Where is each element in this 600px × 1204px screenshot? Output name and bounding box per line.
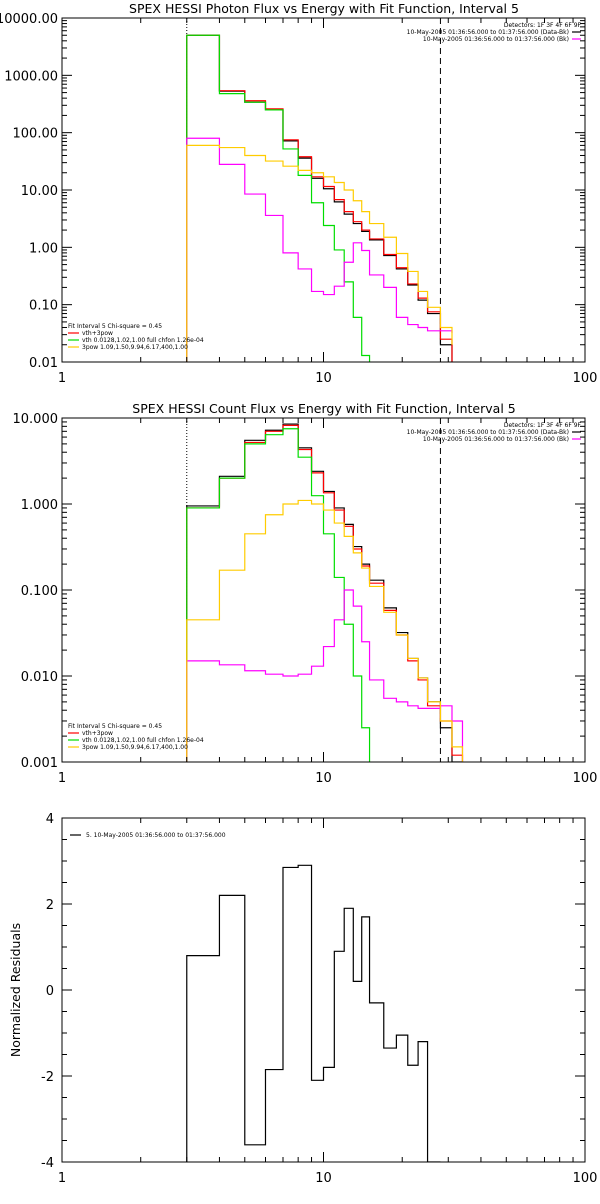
legend-text: Fit Interval 5 Chi-square = 0.45 bbox=[68, 323, 162, 330]
photon-flux-panel: SPEX HESSI Photon Flux vs Energy with Fi… bbox=[0, 1, 597, 386]
y-tick-label: 0 bbox=[46, 984, 54, 999]
y-tick-label: 10.00 bbox=[21, 184, 58, 199]
plot-frame bbox=[61, 817, 586, 1163]
legend-text: 3pow 1.09,1.50,9.94,6.17,400,1.00 bbox=[82, 344, 188, 351]
y-tick-label: 0.10 bbox=[29, 299, 58, 314]
legend-text: Detectors: 1F 3F 4F 6F 9F bbox=[504, 22, 582, 29]
series-line bbox=[186, 424, 464, 762]
series-line bbox=[186, 137, 453, 362]
legend-text: vth+3pow bbox=[82, 730, 113, 737]
x-tick-label: 10 bbox=[315, 371, 332, 386]
plot-frame bbox=[61, 417, 586, 763]
x-tick-label: 100 bbox=[573, 1171, 598, 1186]
series-line bbox=[186, 589, 464, 762]
legend-text: 10-May-2005 01:36:56.000 to 01:37:56.000… bbox=[407, 29, 569, 36]
x-tick-label: 1 bbox=[58, 771, 66, 786]
x-tick-label: 10 bbox=[315, 771, 332, 786]
x-tick-label: 100 bbox=[573, 771, 598, 786]
y-axis-label: Normalized Residuals bbox=[8, 923, 23, 1057]
y-tick-label: 2 bbox=[46, 898, 54, 913]
residuals-panel: Normalized Residuals 1 10 100 -4 -2 0 2 4 5. 10-… bbox=[8, 812, 597, 1186]
panel-title: SPEX HESSI Photon Flux vs Energy with Fi… bbox=[129, 1, 519, 16]
y-tick-label: -4 bbox=[41, 1156, 54, 1171]
series-line bbox=[186, 864, 441, 1162]
legend-text: Fit Interval 5 Chi-square = 0.45 bbox=[68, 723, 162, 730]
count-flux-panel: SPEX HESSI Count Flux vs Energy with Fit… bbox=[13, 401, 598, 786]
y-tick-label: 1.000 bbox=[21, 498, 58, 513]
legend-text: vth 0.0128,1.02,1.00 full chfon 1.26e-04 bbox=[82, 337, 204, 344]
series-line bbox=[186, 34, 453, 362]
y-tick-label: 0.01 bbox=[29, 356, 58, 371]
y-tick-label: 10.000 bbox=[13, 412, 59, 427]
legend-text: 5. 10-May-2005 01:36:56.000 to 01:37:56.… bbox=[86, 832, 226, 839]
x-tick-label: 100 bbox=[573, 371, 598, 386]
x-tick-label: 10 bbox=[315, 1171, 332, 1186]
legend-text: 3pow 1.09,1.50,9.94,6.17,400,1.00 bbox=[82, 744, 188, 751]
panel-title: SPEX HESSI Count Flux vs Energy with Fit… bbox=[132, 401, 515, 416]
legend-text: Detectors: 1F 3F 4F 6F 9F bbox=[504, 422, 582, 429]
series-line bbox=[186, 34, 371, 362]
legend-text: vth 0.0128,1.02,1.00 full chfon 1.26e-04 bbox=[82, 737, 204, 744]
y-tick-label: -2 bbox=[41, 1070, 54, 1085]
x-tick-label: 1 bbox=[58, 371, 66, 386]
y-tick-label: 0.100 bbox=[21, 584, 58, 599]
series-line bbox=[186, 428, 371, 762]
y-tick-label: 0.001 bbox=[21, 756, 58, 771]
plot-frame bbox=[61, 17, 586, 363]
legend-text: 10-May-2005 01:36:56.000 to 01:37:56.000… bbox=[407, 429, 569, 436]
y-tick-label: 1.00 bbox=[29, 241, 58, 256]
series-line bbox=[186, 144, 453, 362]
series-line bbox=[186, 34, 453, 362]
y-tick-label: 0.010 bbox=[21, 670, 58, 685]
y-tick-label: 10000.00 bbox=[0, 12, 58, 27]
series-line bbox=[186, 499, 464, 762]
legend-text: vth+3pow bbox=[82, 330, 113, 337]
x-tick-label: 1 bbox=[58, 1171, 66, 1186]
y-tick-label: 4 bbox=[46, 812, 54, 827]
legend-text: 10-May-2005 01:36:56.000 to 01:37:56.000… bbox=[423, 436, 569, 443]
legend-text: 10-May-2005 01:36:56.000 to 01:37:56.000… bbox=[423, 36, 569, 43]
y-tick-label: 100.00 bbox=[13, 127, 59, 142]
y-tick-label: 1000.00 bbox=[4, 69, 58, 84]
